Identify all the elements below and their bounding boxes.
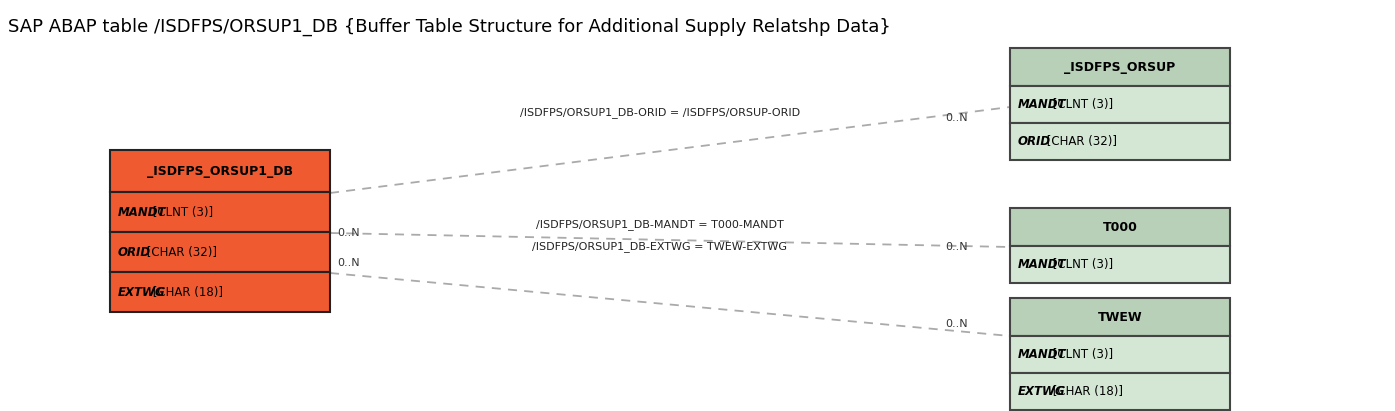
Text: [CHAR (18)]: [CHAR (18)]: [1049, 385, 1123, 398]
Text: TWEW: TWEW: [1098, 310, 1143, 323]
Text: T000: T000: [1102, 220, 1137, 233]
Text: MANDT: MANDT: [1018, 258, 1067, 271]
Bar: [1010, 336, 1230, 373]
Text: [CLNT (3)]: [CLNT (3)]: [1049, 258, 1113, 271]
Text: [CHAR (32)]: [CHAR (32)]: [142, 245, 216, 259]
Text: [CHAR (18)]: [CHAR (18)]: [149, 286, 223, 298]
Text: MANDT: MANDT: [119, 206, 166, 219]
Text: 0..N: 0..N: [944, 242, 968, 252]
Bar: [1010, 298, 1230, 336]
Text: 0..N: 0..N: [944, 319, 968, 329]
Text: SAP ABAP table /ISDFPS/ORSUP1_DB {Buffer Table Structure for Additional Supply R: SAP ABAP table /ISDFPS/ORSUP1_DB {Buffer…: [8, 18, 891, 36]
Text: ORID: ORID: [1018, 135, 1050, 148]
Text: _ISDFPS_ORSUP: _ISDFPS_ORSUP: [1064, 60, 1176, 74]
Text: EXTWG: EXTWG: [1018, 385, 1066, 398]
Bar: [1010, 123, 1230, 160]
Text: 0..N: 0..N: [944, 113, 968, 123]
Text: /ISDFPS/ORSUP1_DB-MANDT = T000-MANDT: /ISDFPS/ORSUP1_DB-MANDT = T000-MANDT: [536, 219, 784, 230]
Text: MANDT: MANDT: [1018, 98, 1067, 111]
Text: /ISDFPS/ORSUP1_DB-ORID = /ISDFPS/ORSUP-ORID: /ISDFPS/ORSUP1_DB-ORID = /ISDFPS/ORSUP-O…: [520, 107, 801, 118]
Text: [CHAR (32)]: [CHAR (32)]: [1043, 135, 1117, 148]
Text: 0..N: 0..N: [338, 258, 360, 268]
Text: _ISDFPS_ORSUP1_DB: _ISDFPS_ORSUP1_DB: [146, 164, 293, 178]
Text: EXTWG: EXTWG: [119, 286, 166, 298]
Bar: [1010, 246, 1230, 283]
Text: MANDT: MANDT: [1018, 348, 1067, 361]
Text: [CLNT (3)]: [CLNT (3)]: [149, 206, 213, 219]
Text: [CLNT (3)]: [CLNT (3)]: [1049, 98, 1113, 111]
Text: [CLNT (3)]: [CLNT (3)]: [1049, 348, 1113, 361]
Bar: [110, 272, 331, 312]
Text: /ISDFPS/ORSUP1_DB-EXTWG = TWEW-EXTWG: /ISDFPS/ORSUP1_DB-EXTWG = TWEW-EXTWG: [533, 241, 788, 252]
Bar: [1010, 208, 1230, 246]
Bar: [110, 232, 331, 272]
Text: 0..N: 0..N: [338, 228, 360, 238]
Bar: [1010, 86, 1230, 123]
Bar: [110, 192, 331, 232]
Text: ORID: ORID: [119, 245, 151, 259]
Bar: [110, 150, 331, 192]
Bar: [1010, 48, 1230, 86]
Bar: [1010, 373, 1230, 410]
